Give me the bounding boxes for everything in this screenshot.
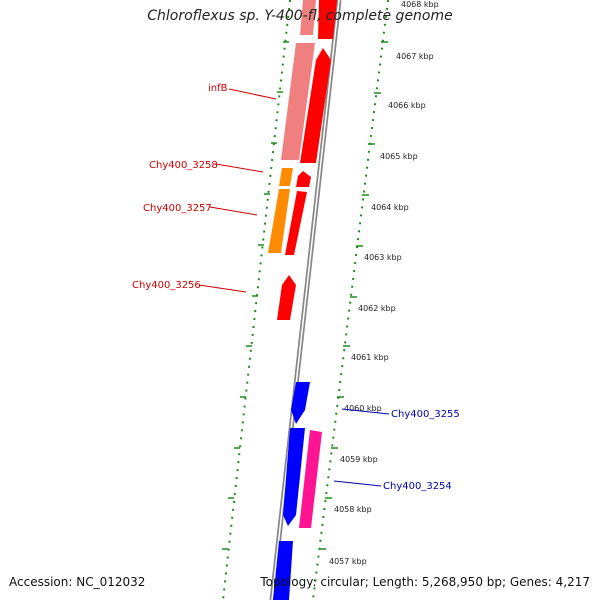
backbone-line-inner (271, 0, 340, 600)
accession-text: Accession: NC_012032 (9, 575, 146, 589)
gene-arrow-chy400-3258-orange[interactable] (279, 168, 293, 186)
gene-labels: infB Chy400_3258 Chy400_3257 Chy400_3256… (132, 83, 460, 492)
gene-arrow-chy400-3254-pink[interactable] (299, 430, 322, 528)
gene-label-chy400-3254[interactable]: Chy400_3254 (383, 481, 452, 492)
scale-tick-label: 4062 kbp (358, 304, 396, 313)
scale-tick-label: 4064 kbp (371, 203, 409, 212)
scale-tick-label: 4063 kbp (364, 253, 402, 262)
scale-tick-label: 4057 kbp (329, 557, 367, 566)
gene-arrow[interactable] (318, 0, 337, 39)
gene-arrow-chy400-3258[interactable] (296, 171, 311, 187)
scale-tick-label: 4068 kbp (401, 0, 439, 9)
scale-tick-label: 4066 kbp (388, 101, 426, 110)
gene-arrow[interactable] (273, 541, 293, 600)
gene-arrow-chy400-3255[interactable] (291, 382, 310, 424)
scale-tick-label: 4061 kbp (351, 353, 389, 362)
outer-ring-ticks (319, 41, 388, 550)
gene-label-chy400-3258[interactable]: Chy400_3258 (149, 160, 218, 171)
scale-tick-label: 4059 kbp (340, 455, 378, 464)
gene-arrow-infB[interactable] (300, 48, 331, 163)
forward-strand-genes (268, 0, 337, 320)
scale-tick-label: 4058 kbp (334, 505, 372, 514)
scale-tick-label: 4067 kbp (396, 52, 434, 61)
gene-label-chy400-3256[interactable]: Chy400_3256 (132, 280, 201, 291)
scale-labels: 4068 kbp 4067 kbp 4066 kbp 4065 kbp 4064… (329, 0, 439, 566)
gene-arrow-chy400-3254[interactable] (283, 428, 305, 526)
gene-arrow-chy400-3257[interactable] (285, 191, 307, 255)
gene-arrow-chy400-3257-orange[interactable] (268, 189, 290, 253)
topology-text: Topology: circular; Length: 5,268,950 bp… (260, 575, 590, 589)
gene-arrow[interactable] (300, 0, 316, 35)
gene-arrow-infB-pale[interactable] (281, 43, 315, 160)
inner-ring-ticks (222, 41, 289, 550)
gene-label-infb[interactable]: infB (208, 83, 228, 94)
map-title: Chloroflexus sp. Y-400-fl, complete geno… (147, 8, 453, 24)
scale-tick-label: 4065 kbp (380, 152, 418, 161)
reverse-strand-genes (273, 382, 322, 600)
gene-label-chy400-3255[interactable]: Chy400_3255 (391, 409, 460, 420)
gene-arrow-chy400-3256[interactable] (277, 275, 296, 320)
label-connectors (198, 88, 390, 487)
scale-tick-label: 4060 kbp (344, 404, 382, 413)
gene-label-chy400-3257[interactable]: Chy400_3257 (143, 203, 212, 214)
